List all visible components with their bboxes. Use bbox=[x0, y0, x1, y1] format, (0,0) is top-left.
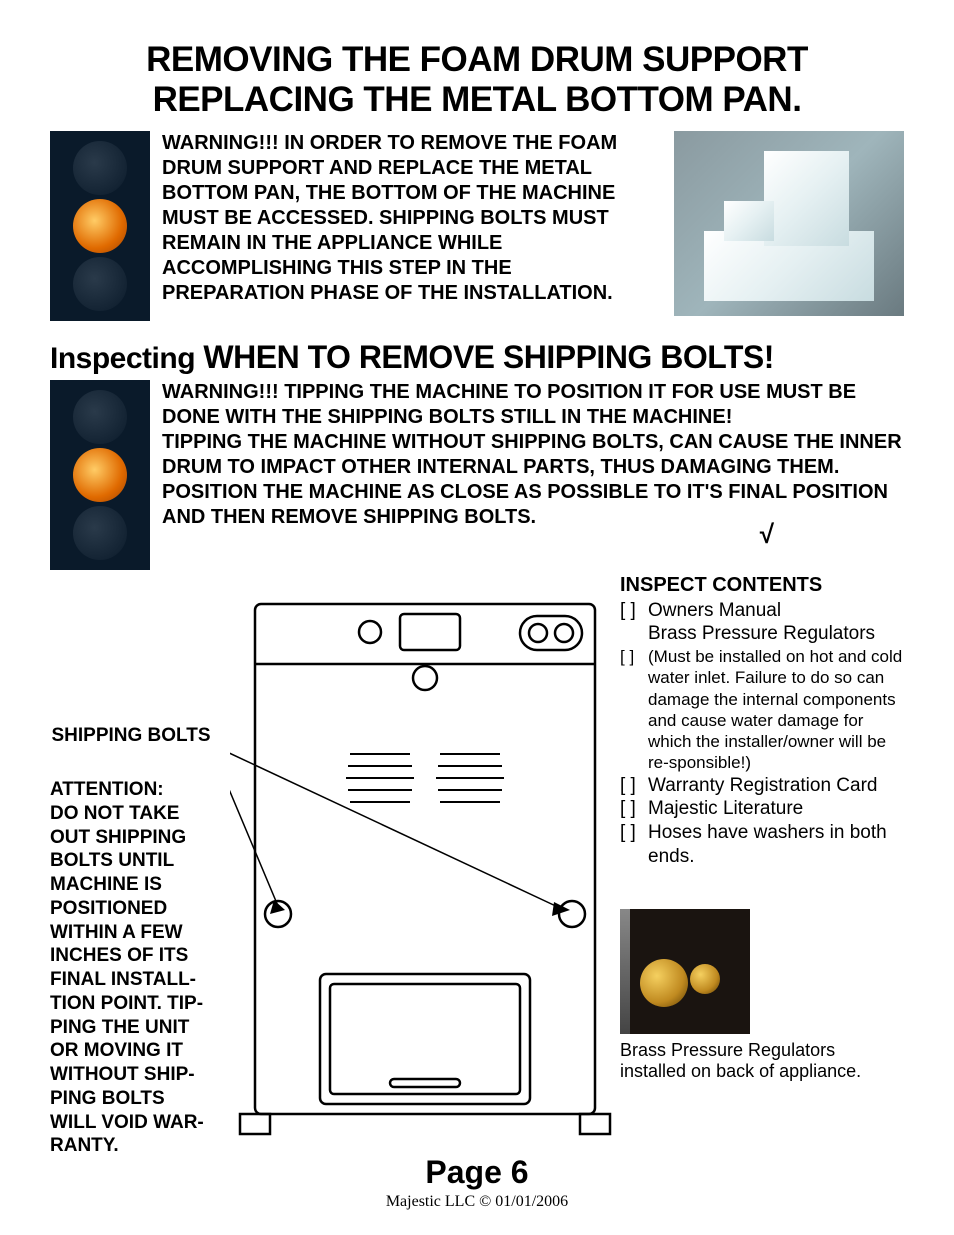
checkbox-icon: [ ] bbox=[620, 797, 648, 821]
shipping-bolts-label: SHIPPING BOLTS bbox=[50, 724, 212, 749]
checkbox-icon: [ ] bbox=[620, 821, 648, 869]
checklist-item: [ ]Warranty Registration Card bbox=[620, 774, 904, 798]
light-bottom bbox=[73, 506, 127, 560]
warning-text-2b: TIPPING THE MACHINE WITHOUT SHIPPING BOL… bbox=[162, 430, 904, 530]
light-middle bbox=[73, 448, 127, 502]
checklist-item: Brass Pressure Regulators bbox=[620, 622, 904, 646]
section-subtitle: Inspecting WHEN TO REMOVE SHIPPING BOLTS… bbox=[50, 339, 904, 376]
traffic-light-image-1 bbox=[50, 131, 150, 321]
section-shipping-bolts: WARNING!!! TIPPING THE MACHINE TO POSITI… bbox=[50, 380, 904, 570]
copyright-text: Majestic LLC © 01/01/2006 bbox=[0, 1193, 954, 1211]
subtitle-prefix: Inspecting bbox=[50, 342, 195, 375]
warning-text-2a: WARNING!!! TIPPING THE MACHINE TO POSITI… bbox=[162, 380, 904, 430]
right-column: INSPECT CONTENTS [ ]Owners ManualBrass P… bbox=[600, 574, 904, 1159]
warning-block-2: WARNING!!! TIPPING THE MACHINE TO POSITI… bbox=[162, 380, 904, 570]
checkbox-icon bbox=[620, 622, 648, 646]
light-middle bbox=[73, 199, 127, 253]
checklist-item: [ ](Must be installed on hot and cold wa… bbox=[620, 646, 904, 774]
checklist-item-text: Brass Pressure Regulators bbox=[648, 622, 875, 646]
inspect-contents-title: INSPECT CONTENTS bbox=[620, 574, 904, 597]
light-bottom bbox=[73, 257, 127, 311]
traffic-light-image-2 bbox=[50, 380, 150, 570]
checklist-item: [ ]Majestic Literature bbox=[620, 797, 904, 821]
brass-regulators-caption: Brass Pressure Regulators installed on b… bbox=[620, 1040, 904, 1083]
light-top bbox=[73, 141, 127, 195]
subtitle-main: WHEN TO REMOVE SHIPPING BOLTS! bbox=[203, 339, 774, 375]
foam-block-image bbox=[674, 131, 904, 316]
page-title: REMOVING THE FOAM DRUM SUPPORT REPLACING… bbox=[50, 40, 904, 121]
attention-text: ATTENTION: DO NOT TAKE OUT SHIPPING BOLT… bbox=[50, 778, 212, 1158]
checklist-item-text: Warranty Registration Card bbox=[648, 774, 877, 798]
checklist-item-text: (Must be installed on hot and cold water… bbox=[648, 646, 904, 774]
checklist-item-text: Owners Manual bbox=[648, 599, 781, 623]
checklist-item: [ ]Owners Manual bbox=[620, 599, 904, 623]
light-top bbox=[73, 390, 127, 444]
lower-content: SHIPPING BOLTS ATTENTION: DO NOT TAKE OU… bbox=[50, 574, 904, 1159]
warning-text-1: WARNING!!! IN ORDER TO REMOVE THE FOAM D… bbox=[162, 131, 662, 321]
inspect-checklist: [ ]Owners ManualBrass Pressure Regulator… bbox=[620, 599, 904, 869]
section-foam-support: WARNING!!! IN ORDER TO REMOVE THE FOAM D… bbox=[50, 131, 904, 321]
checkbox-icon: [ ] bbox=[620, 646, 648, 774]
checkbox-icon: [ ] bbox=[620, 599, 648, 623]
checkbox-icon: [ ] bbox=[620, 774, 648, 798]
left-column: SHIPPING BOLTS ATTENTION: DO NOT TAKE OU… bbox=[50, 574, 220, 1159]
brass-regulators-image bbox=[620, 909, 750, 1034]
checklist-item-text: Hoses have washers in both ends. bbox=[648, 821, 904, 869]
appliance-diagram bbox=[220, 574, 600, 1159]
checkmark-icon: √ bbox=[760, 519, 774, 550]
page-number: Page 6 bbox=[0, 1154, 954, 1191]
checklist-item: [ ]Hoses have washers in both ends. bbox=[620, 821, 904, 869]
checklist-item-text: Majestic Literature bbox=[648, 797, 803, 821]
